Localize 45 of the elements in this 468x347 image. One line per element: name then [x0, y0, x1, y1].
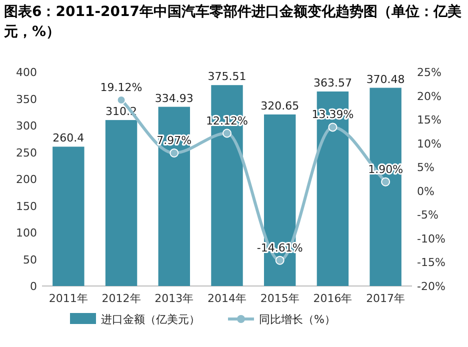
- y2-tick-label: 20%: [417, 90, 442, 103]
- y2-tick-label: 15%: [417, 114, 442, 127]
- x-tick-label: 2014年: [208, 292, 246, 305]
- legend-label: 进口金额（亿美元）: [101, 313, 200, 326]
- y-tick-label: 100: [16, 226, 37, 240]
- y-tick-label: 0: [30, 280, 37, 293]
- point: [170, 148, 179, 158]
- y2-tick-label: -10%: [417, 232, 446, 246]
- y2-tick-label: 5%: [417, 161, 434, 174]
- x-tick-label: 2015年: [260, 292, 300, 305]
- point: [381, 177, 390, 186]
- data-label: 334.93: [154, 92, 194, 105]
- x-tick-label: 2012年: [102, 292, 141, 305]
- y2-tick-label: 0%: [417, 184, 434, 198]
- y2-tick-label: 10%: [417, 137, 442, 150]
- y2-tick-label: -20%: [417, 280, 446, 293]
- data-label: 363.57: [313, 76, 352, 90]
- data-label: 370.48: [366, 72, 405, 86]
- y-tick-label: 200: [16, 173, 37, 186]
- y2-tick-label: -15%: [417, 256, 446, 270]
- y-tick-label: 250: [16, 146, 37, 160]
- y-tick-label: 50: [23, 253, 37, 266]
- point: [222, 128, 232, 138]
- y-tick-label: 350: [16, 92, 37, 106]
- x-tick-label: 2016年: [313, 292, 352, 305]
- bar: [52, 146, 84, 286]
- data-label: 19.12%: [100, 80, 142, 94]
- point: [275, 256, 284, 265]
- y2-tick-label: 25%: [417, 66, 442, 79]
- bar: [105, 120, 138, 286]
- data-label: 260.4: [52, 132, 84, 145]
- y-tick-label: 300: [16, 120, 37, 132]
- x-tick-label: 2017年: [366, 292, 406, 305]
- chart-title: 图表6：2011-2017年中国汽车零部件进口金额变化趋势图（单位：亿美元，%）: [4, 2, 462, 42]
- legend-label: 同比增长（%）: [259, 313, 336, 326]
- bar: [158, 106, 190, 286]
- y2-tick-label: -5%: [417, 208, 438, 222]
- y-tick-label: 400: [16, 66, 37, 79]
- y-tick-label: 150: [16, 200, 37, 213]
- point: [328, 122, 338, 132]
- x-tick-label: 2011年: [48, 292, 88, 305]
- data-label: 375.51: [208, 70, 246, 84]
- bar: [370, 88, 402, 286]
- data-label: 320.65: [260, 99, 300, 112]
- x-tick-label: 2013年: [154, 292, 194, 305]
